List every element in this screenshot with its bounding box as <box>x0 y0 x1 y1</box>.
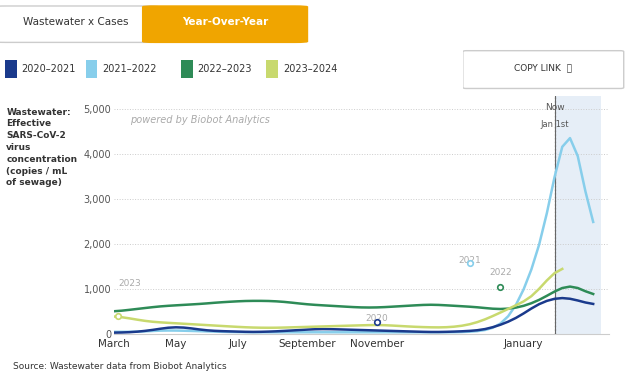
Bar <box>181 60 193 78</box>
Bar <box>555 96 601 334</box>
FancyBboxPatch shape <box>143 6 307 42</box>
Text: Wastewater x Cases: Wastewater x Cases <box>23 17 129 27</box>
Text: Wastewater:
Effective
SARS-CoV-2
virus
concentration
(copies / mL
of sewage): Wastewater: Effective SARS-CoV-2 virus c… <box>6 108 77 187</box>
Text: 2021: 2021 <box>458 256 481 265</box>
Text: powered by Biobot Analytics: powered by Biobot Analytics <box>129 115 269 125</box>
Text: 2022: 2022 <box>489 268 512 277</box>
Text: 2020: 2020 <box>365 314 388 323</box>
Text: 2022–2023: 2022–2023 <box>197 64 252 74</box>
Bar <box>266 60 278 78</box>
Bar <box>5 60 16 78</box>
Bar <box>86 60 98 78</box>
Text: Source: Wastewater data from Biobot Analytics: Source: Wastewater data from Biobot Anal… <box>13 362 226 371</box>
Text: COPY LINK  🔗: COPY LINK 🔗 <box>514 64 573 73</box>
FancyBboxPatch shape <box>0 6 158 42</box>
Text: Jan 1st: Jan 1st <box>540 120 569 129</box>
Text: 2020–2021: 2020–2021 <box>22 64 76 74</box>
Text: Year-Over-Year: Year-Over-Year <box>182 17 268 27</box>
Text: Now: Now <box>545 103 564 112</box>
Text: 2023: 2023 <box>118 279 141 288</box>
Text: 2021–2022: 2021–2022 <box>102 64 157 74</box>
Text: 2023–2024: 2023–2024 <box>283 64 337 74</box>
FancyBboxPatch shape <box>463 51 624 88</box>
